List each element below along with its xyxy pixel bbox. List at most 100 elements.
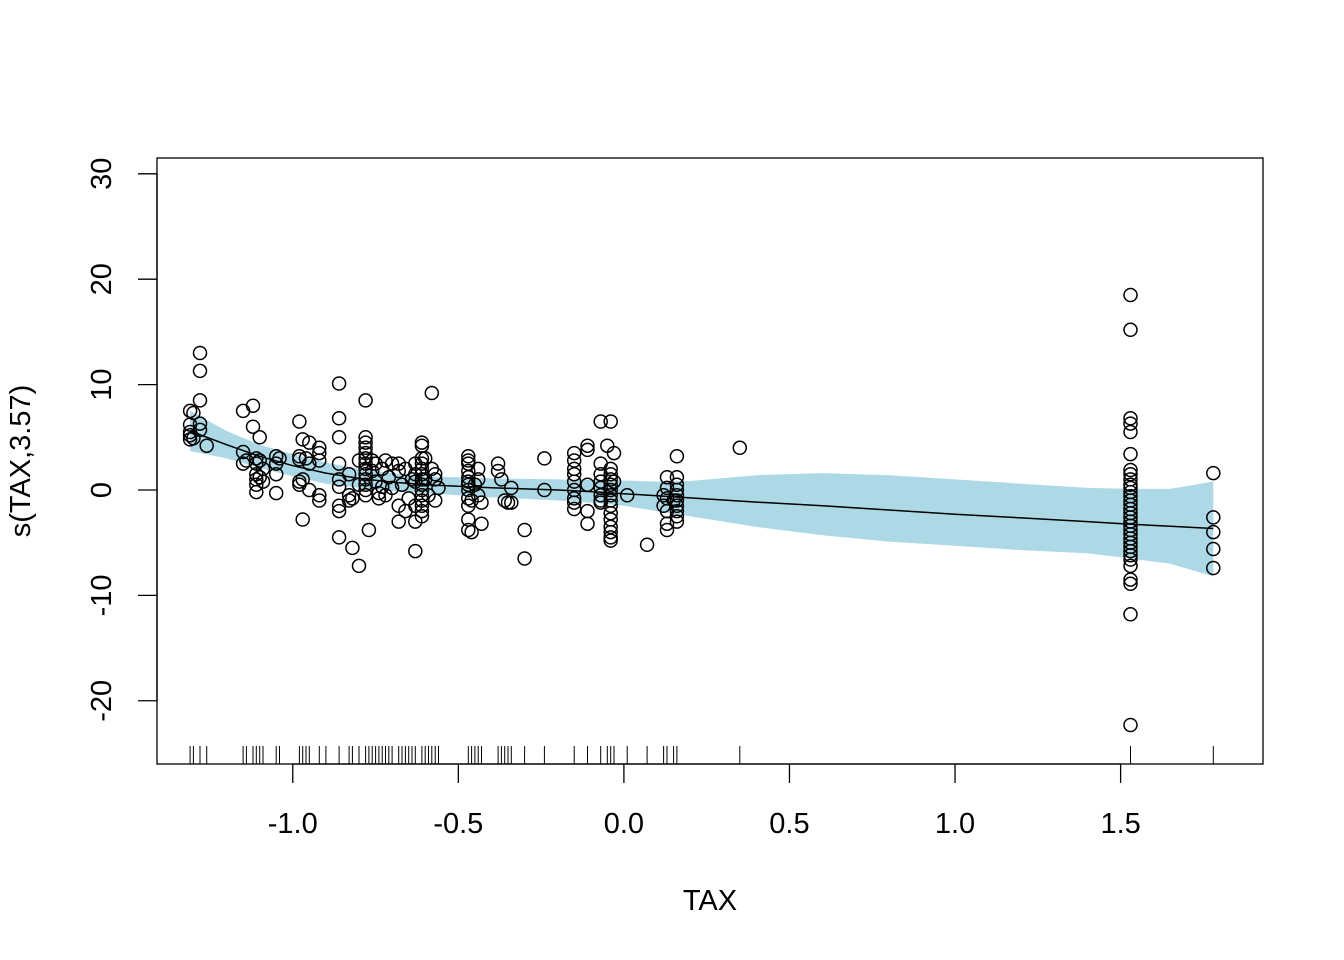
data-point	[358, 435, 373, 450]
data-point	[732, 440, 748, 456]
x-axis-label: TAX	[683, 885, 737, 917]
data-point	[414, 438, 430, 453]
data-point	[255, 474, 271, 489]
data-point	[517, 522, 532, 538]
data-point	[358, 393, 373, 408]
data-point	[580, 516, 595, 531]
data-point	[1123, 576, 1138, 592]
data-point	[331, 376, 347, 391]
data-point	[245, 419, 261, 434]
x-tick-label: 1.0	[935, 808, 975, 840]
data-point	[268, 485, 284, 501]
data-point	[603, 466, 618, 482]
data-point	[331, 530, 347, 545]
data-point	[1206, 510, 1221, 525]
data-point	[312, 445, 327, 461]
data-point	[1123, 287, 1138, 303]
data-point	[603, 472, 618, 487]
data-point	[470, 461, 486, 477]
data-point	[351, 558, 367, 574]
data-point	[497, 493, 512, 508]
data-point	[490, 456, 506, 471]
data-point	[427, 466, 443, 482]
data-point	[669, 514, 685, 529]
data-point	[461, 522, 476, 538]
data-point	[669, 509, 685, 524]
data-point	[603, 414, 618, 429]
data-point	[424, 385, 440, 401]
data-point	[331, 479, 347, 495]
data-point	[235, 403, 251, 419]
data-point	[474, 495, 489, 510]
data-point	[606, 474, 622, 489]
data-point	[358, 477, 373, 492]
data-point	[669, 503, 685, 519]
data-point	[1123, 572, 1138, 587]
data-point	[566, 466, 582, 482]
data-point	[408, 543, 423, 559]
data-point	[192, 416, 208, 431]
data-point	[358, 466, 373, 482]
data-point	[414, 509, 430, 524]
data-point	[249, 451, 264, 466]
data-point	[606, 445, 622, 461]
data-point	[295, 472, 310, 487]
data-point	[192, 422, 208, 438]
data-point	[295, 432, 310, 447]
x-tick-label: -0.5	[433, 808, 483, 840]
data-point	[470, 472, 486, 487]
data-point	[186, 405, 201, 421]
y-tick-label: 30	[86, 158, 118, 190]
data-point	[603, 533, 618, 548]
data-point	[659, 470, 675, 485]
data-point	[580, 503, 595, 519]
data-point	[659, 480, 675, 496]
data-point	[470, 488, 486, 503]
data-point	[669, 493, 685, 508]
data-point	[414, 435, 430, 450]
y-tick-label: -10	[86, 574, 118, 616]
x-tick-label: 0.0	[604, 808, 644, 840]
data-point	[417, 451, 433, 466]
data-point	[566, 491, 582, 506]
data-point	[1123, 717, 1138, 733]
y-axis-label: s(TAX,3.57)	[5, 385, 37, 538]
x-tick-label: -1.0	[268, 808, 318, 840]
x-tick-label: 0.5	[769, 808, 809, 840]
data-point	[414, 461, 430, 477]
data-point	[517, 551, 532, 566]
data-point	[461, 491, 476, 506]
data-point	[580, 442, 595, 458]
data-point	[252, 470, 267, 485]
data-point	[494, 472, 509, 487]
data-point	[292, 474, 307, 489]
data-point	[566, 495, 582, 510]
fitted-smooth-line	[189, 430, 1214, 530]
x-axis: -1.0 -0.5 0.0 0.5 1.0 1.5	[268, 763, 1141, 840]
data-point	[358, 440, 373, 456]
data-point	[1123, 446, 1138, 462]
data-point	[669, 498, 685, 514]
data-point	[331, 430, 347, 445]
data-point	[1206, 524, 1221, 540]
data-point	[593, 414, 608, 429]
data-point	[490, 463, 506, 479]
y-axis: -20 -10 0 10 20 30	[86, 158, 158, 722]
data-point	[249, 484, 264, 500]
data-point	[312, 493, 327, 508]
data-point	[391, 463, 406, 479]
data-point	[1123, 552, 1138, 567]
data-point	[603, 482, 618, 498]
data-point	[669, 488, 685, 503]
data-point	[199, 438, 214, 453]
data-point	[312, 488, 327, 503]
data-point	[1123, 322, 1138, 338]
data-point	[331, 503, 347, 519]
data-point	[566, 474, 582, 489]
data-point	[1206, 465, 1221, 481]
data-point	[268, 449, 284, 464]
data-point	[474, 516, 489, 531]
data-point	[414, 503, 430, 519]
data-point	[414, 498, 430, 514]
data-point	[500, 495, 516, 510]
